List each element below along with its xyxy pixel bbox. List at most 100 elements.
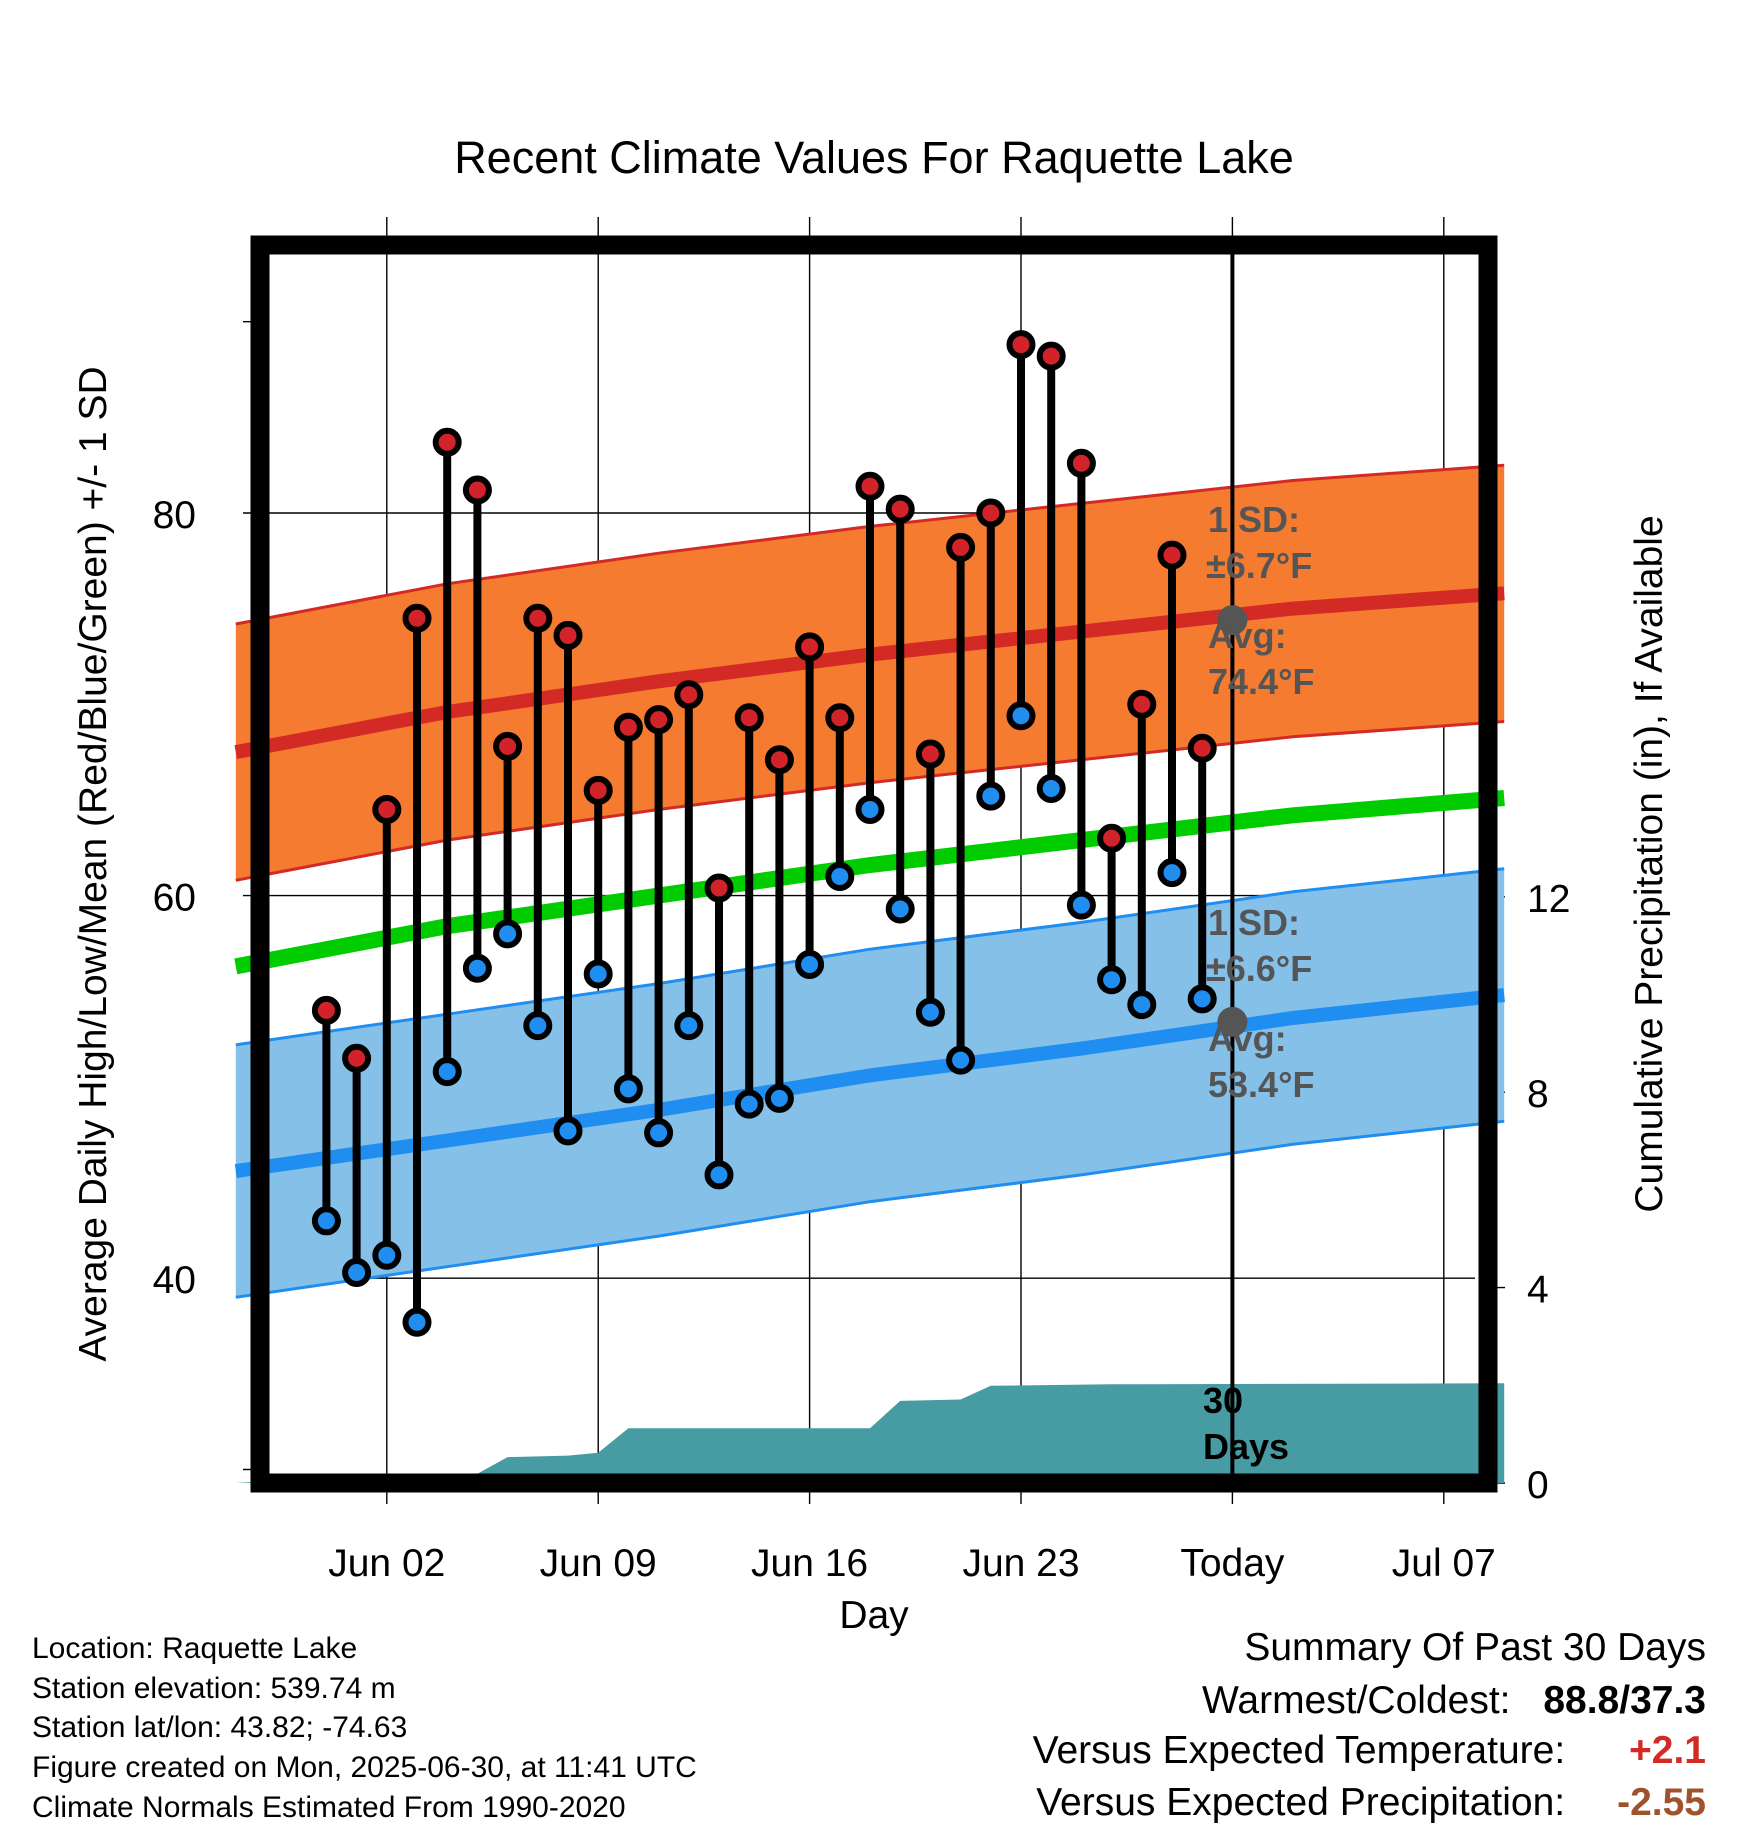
daily-low-point (462, 953, 492, 983)
low-avg-line (234, 988, 1505, 1179)
high-sd-label: 1 SD: (1208, 499, 1300, 540)
daily-low-point (764, 1083, 794, 1113)
daily-high-point (1066, 448, 1096, 478)
y-tick-label-right: 4 (1527, 1269, 1549, 1312)
plot-frame (250, 235, 1498, 1493)
precip-label: Versus Expected Precipitation: (1036, 1781, 1566, 1824)
y-tick-label-right: 0 (1527, 1464, 1549, 1507)
summary-title: Summary Of Past 30 Days (1244, 1626, 1706, 1669)
location-text: Location: Raquette Lake (32, 1632, 358, 1665)
daily-low-point (402, 1307, 432, 1337)
low-sd-label: 1 SD: (1208, 902, 1300, 943)
daily-low-point (311, 1206, 341, 1236)
daily-low-point (372, 1240, 402, 1270)
daily-high-point (1187, 733, 1217, 763)
daily-low-point (704, 1160, 734, 1190)
normals-text: Climate Normals Estimated From 1990-2020 (32, 1791, 626, 1824)
daily-low-point (674, 1011, 704, 1041)
low-avg-value: 53.4°F (1208, 1064, 1314, 1105)
precip-value: -2.55 (1617, 1781, 1706, 1824)
daily-high-point (644, 705, 674, 735)
temp-label: Versus Expected Temperature: (1032, 1729, 1566, 1772)
daily-high-point (553, 620, 583, 650)
daily-high-point (795, 632, 825, 662)
daily-high-point (734, 703, 764, 733)
created-text: Figure created on Mon, 2025-06-30, at 11… (32, 1751, 697, 1784)
y-tick-label-left: 40 (153, 1259, 196, 1302)
daily-high-point (1006, 330, 1036, 360)
x-axis-label: Day (839, 1594, 909, 1637)
latlon-text: Station lat/lon: 43.82; -74.63 (32, 1711, 408, 1744)
today-layer (1217, 245, 1248, 1483)
low-avg-label: Avg: (1208, 1018, 1287, 1059)
precip-area (235, 1383, 1505, 1483)
daily-low-point (493, 919, 523, 949)
warm-cold-label: Warmest/Coldest: (1202, 1679, 1511, 1722)
y-axis-label-right: Cumulative Precipitation (in), If Availa… (1628, 515, 1671, 1212)
daily-low-point (613, 1074, 643, 1104)
precip-area-fill (235, 1383, 1505, 1483)
period-label-number: 30 (1203, 1380, 1243, 1421)
daily-low-point (795, 949, 825, 979)
daily-low-point (644, 1118, 674, 1148)
daily-high-point (462, 475, 492, 505)
daily-high-point (764, 745, 794, 775)
daily-low-point (342, 1257, 372, 1287)
low-sd-band (235, 868, 1505, 1298)
daily-high-point (342, 1043, 372, 1073)
daily-low-point (825, 861, 855, 891)
daily-low-point (855, 795, 885, 825)
daily-high-point (311, 995, 341, 1025)
summary-warm-cold: Warmest/Coldest: 88.8/37.3 (1202, 1679, 1706, 1723)
y-tick-label-left: 80 (153, 494, 196, 537)
daily-high-point (1157, 540, 1187, 570)
chart-title: Recent Climate Values For Raquette Lake (454, 132, 1294, 183)
daily-low-point (1066, 890, 1096, 920)
high-avg-value: 74.4°F (1208, 661, 1314, 702)
daily-low-point (583, 959, 613, 989)
x-tick-label: Jun 16 (751, 1542, 868, 1585)
daily-high-point (432, 427, 462, 457)
daily-high-point (674, 680, 704, 710)
y-tick-label-left: 60 (153, 877, 196, 920)
daily-temps (311, 330, 1217, 1337)
daily-low-point (553, 1116, 583, 1146)
daily-high-point (855, 471, 885, 501)
daily-high-point (523, 603, 553, 633)
y-tick-label-right: 12 (1527, 878, 1570, 921)
daily-low-point (976, 781, 1006, 811)
daily-low-point (1097, 965, 1127, 995)
low-sd-value: ±6.6°F (1206, 948, 1312, 989)
annotations: 1 SD: ±6.7°F Avg: 74.4°F 1 SD: ±6.6°F Avg: 53.4… (1203, 499, 1314, 1467)
x-tick-label: Jun 23 (962, 1542, 1079, 1585)
today-high-avg-marker (1217, 605, 1248, 636)
daily-low-point (734, 1089, 764, 1119)
daily-low-point (885, 894, 915, 924)
daily-low-point (915, 997, 945, 1027)
daily-high-point (493, 731, 523, 761)
summary-precip: Versus Expected Precipitation: -2.55 (1036, 1781, 1706, 1825)
y-axis-label-left: Average Daily High/Low/Mean (Red/Blue/Gr… (72, 366, 115, 1361)
daily-high-point (402, 603, 432, 633)
daily-low-point (946, 1045, 976, 1075)
low-sd-band-lower-edge (235, 1119, 1505, 1299)
daily-low-point (1187, 984, 1217, 1014)
daily-high-point (704, 873, 734, 903)
daily-low-point (523, 1011, 553, 1041)
daily-high-point (1097, 823, 1127, 853)
daily-high-point (1036, 341, 1066, 371)
x-tick-label: Today (1180, 1542, 1285, 1585)
daily-high-point (372, 795, 402, 825)
normal-bands (234, 463, 1505, 1299)
today-low-avg-marker (1217, 1006, 1248, 1037)
daily-low-point (1036, 773, 1066, 803)
high-avg-label: Avg: (1208, 615, 1287, 656)
x-tick-label: Jul 07 (1392, 1542, 1496, 1585)
daily-low-point (1127, 990, 1157, 1020)
daily-high-point (583, 775, 613, 805)
daily-high-point (976, 498, 1006, 528)
temp-value: +2.1 (1629, 1729, 1706, 1772)
summary-temp: Versus Expected Temperature: +2.1 (1033, 1729, 1706, 1773)
warm-cold-value: 88.8/37.3 (1543, 1679, 1706, 1722)
